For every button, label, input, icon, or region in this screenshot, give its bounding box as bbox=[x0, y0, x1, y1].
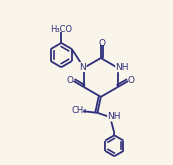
Text: NH: NH bbox=[108, 112, 121, 121]
Text: O: O bbox=[66, 76, 73, 85]
Text: O: O bbox=[128, 76, 135, 85]
Text: N: N bbox=[79, 63, 86, 72]
Text: NH: NH bbox=[116, 63, 129, 72]
Text: O: O bbox=[98, 39, 105, 48]
Text: H₃CO: H₃CO bbox=[50, 25, 72, 34]
Text: CH₃: CH₃ bbox=[72, 106, 87, 115]
